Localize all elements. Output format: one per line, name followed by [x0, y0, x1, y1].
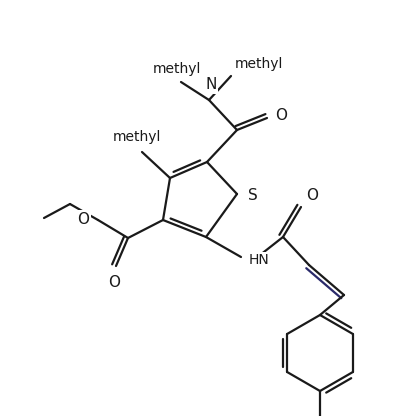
Text: HN: HN [249, 253, 270, 267]
Text: O: O [306, 188, 318, 203]
Text: N: N [205, 77, 217, 92]
Text: O: O [108, 275, 120, 290]
Text: S: S [248, 188, 258, 203]
Text: methyl: methyl [153, 62, 201, 76]
Text: O: O [77, 211, 89, 226]
Text: O: O [275, 109, 287, 124]
Text: methyl: methyl [235, 57, 283, 71]
Text: methyl: methyl [113, 130, 161, 144]
